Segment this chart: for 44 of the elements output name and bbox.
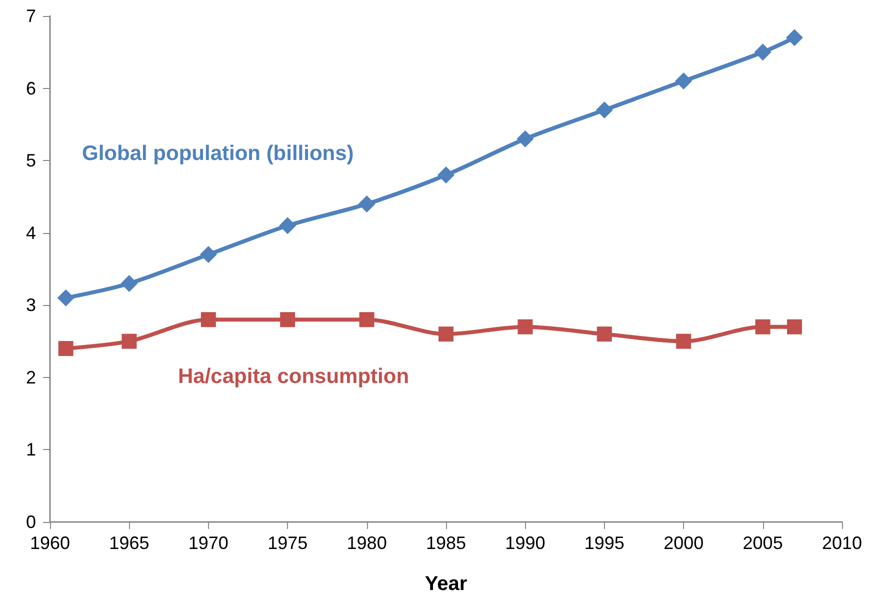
y-tick-label: 1	[26, 440, 36, 460]
point	[516, 130, 534, 148]
x-tick-label: 2005	[742, 533, 783, 553]
y-tick-label: 7	[26, 6, 36, 26]
x-tick-label: 1965	[109, 533, 150, 553]
x-tick-label: 2010	[822, 533, 862, 553]
x-tick-label: 1985	[426, 533, 466, 553]
y-tick-label: 4	[26, 222, 36, 243]
point	[596, 101, 613, 118]
x-tick-label: 1960	[30, 533, 70, 553]
y-tick-label: 0	[26, 512, 36, 532]
x-tick-label: 1980	[346, 533, 387, 553]
point	[279, 217, 296, 234]
point	[438, 326, 454, 342]
series-label: Global population (billions)	[82, 142, 354, 165]
point	[755, 319, 770, 334]
point	[786, 319, 802, 334]
point	[358, 195, 376, 212]
point	[518, 319, 533, 334]
point	[438, 166, 454, 184]
y-tick-label: 2	[26, 367, 36, 388]
x-tick-label: 1975	[268, 533, 308, 553]
point	[359, 312, 374, 328]
y-tick-label: 3	[26, 295, 36, 316]
x-axis-title: Year	[424, 573, 468, 595]
point	[57, 289, 74, 306]
point	[200, 312, 216, 328]
y-tick-label: 5	[26, 150, 36, 171]
point	[675, 72, 692, 90]
x-tick-label: 1995	[584, 533, 624, 553]
series-label: Ha/capita consumption	[178, 365, 410, 388]
x-tick-label: 2000	[664, 533, 704, 553]
x-tick-label: 1990	[505, 533, 546, 553]
y-tick-label: 6	[26, 78, 36, 98]
point	[200, 246, 217, 264]
point	[120, 274, 138, 292]
point	[754, 44, 772, 61]
x-tick-label: 1970	[188, 533, 228, 553]
point	[596, 326, 612, 342]
point	[676, 334, 692, 349]
point	[786, 29, 803, 46]
point	[280, 312, 296, 328]
point	[122, 334, 137, 349]
point	[58, 341, 74, 356]
